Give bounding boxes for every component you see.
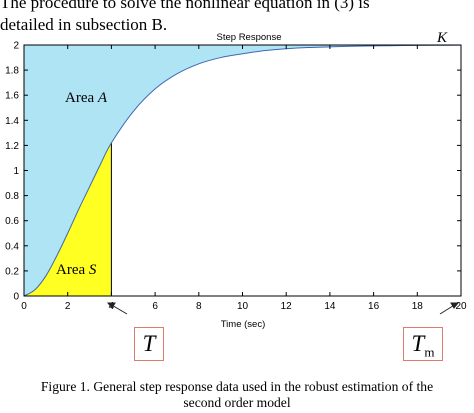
y-tick-label: 1.4 <box>5 116 19 127</box>
area-s-label-main: Area <box>56 262 89 278</box>
marker-t-text: T <box>142 331 156 356</box>
caption-line-2: second order model <box>183 395 291 410</box>
marker-tm-text: T <box>411 331 425 356</box>
y-tick-label: 1.2 <box>5 141 19 152</box>
y-tick-label: 1.8 <box>5 66 19 77</box>
marker-tm-subscript: m <box>424 344 435 360</box>
body-text-line-2: detailed in subsection B. <box>0 14 474 36</box>
step-response-figure: 0246810121416182000.20.40.60.811.21.41.6… <box>5 30 467 330</box>
x-tick-label: 0 <box>21 301 27 312</box>
y-tick-label: 0.8 <box>5 191 19 202</box>
final-value-k-label: K <box>436 30 448 46</box>
x-tick-label: 6 <box>152 301 158 312</box>
caption-line-1: Figure 1. General step response data use… <box>40 379 434 394</box>
x-tick-label: 16 <box>368 301 380 312</box>
x-tick-label: 18 <box>412 301 424 312</box>
y-tick-label: 0.4 <box>5 241 19 252</box>
x-tick-label: 2 <box>65 301 71 312</box>
area-s-label-symbol: S <box>89 262 97 278</box>
y-tick-label: 1.6 <box>5 91 19 102</box>
chart-title: Step Response <box>217 32 282 43</box>
body-text-line-2-text: detailed in subsection B. <box>0 15 168 34</box>
y-tick-label: 1 <box>13 166 19 177</box>
body-text-line-1: The procedure to solve the nonlinear equ… <box>0 0 370 12</box>
area-a-label: Area A <box>65 90 108 106</box>
area-a-label-main: Area <box>65 90 98 106</box>
area-s-label: Area S <box>56 262 97 278</box>
marker-t-box: T <box>134 327 164 361</box>
y-tick-label: 0 <box>13 292 19 303</box>
y-tick-label: 0.2 <box>5 266 19 277</box>
y-tick-label: 0.6 <box>5 216 19 227</box>
arrow-tm-head <box>450 302 460 309</box>
area-s-fill <box>24 142 112 296</box>
body-text: The procedure to solve the nonlinear equ… <box>0 0 474 36</box>
x-tick-label: 14 <box>324 301 336 312</box>
area-a-label-symbol: A <box>97 90 108 106</box>
figure-caption: Figure 1. General step response data use… <box>0 379 474 411</box>
x-tick-label: 12 <box>281 301 293 312</box>
x-tick-label: 8 <box>196 301 202 312</box>
x-axis-label: Time (sec) <box>221 319 266 330</box>
x-tick-label: 20 <box>455 301 467 312</box>
marker-arrows <box>106 302 460 315</box>
plot-layer: 0246810121416182000.20.40.60.811.21.41.6… <box>5 41 467 313</box>
x-tick-label: 10 <box>237 301 249 312</box>
arrow-t-head <box>106 302 116 309</box>
y-tick-label: 2 <box>13 41 19 52</box>
marker-tm-box: Tm <box>403 327 443 361</box>
area-a-fill <box>24 45 461 296</box>
